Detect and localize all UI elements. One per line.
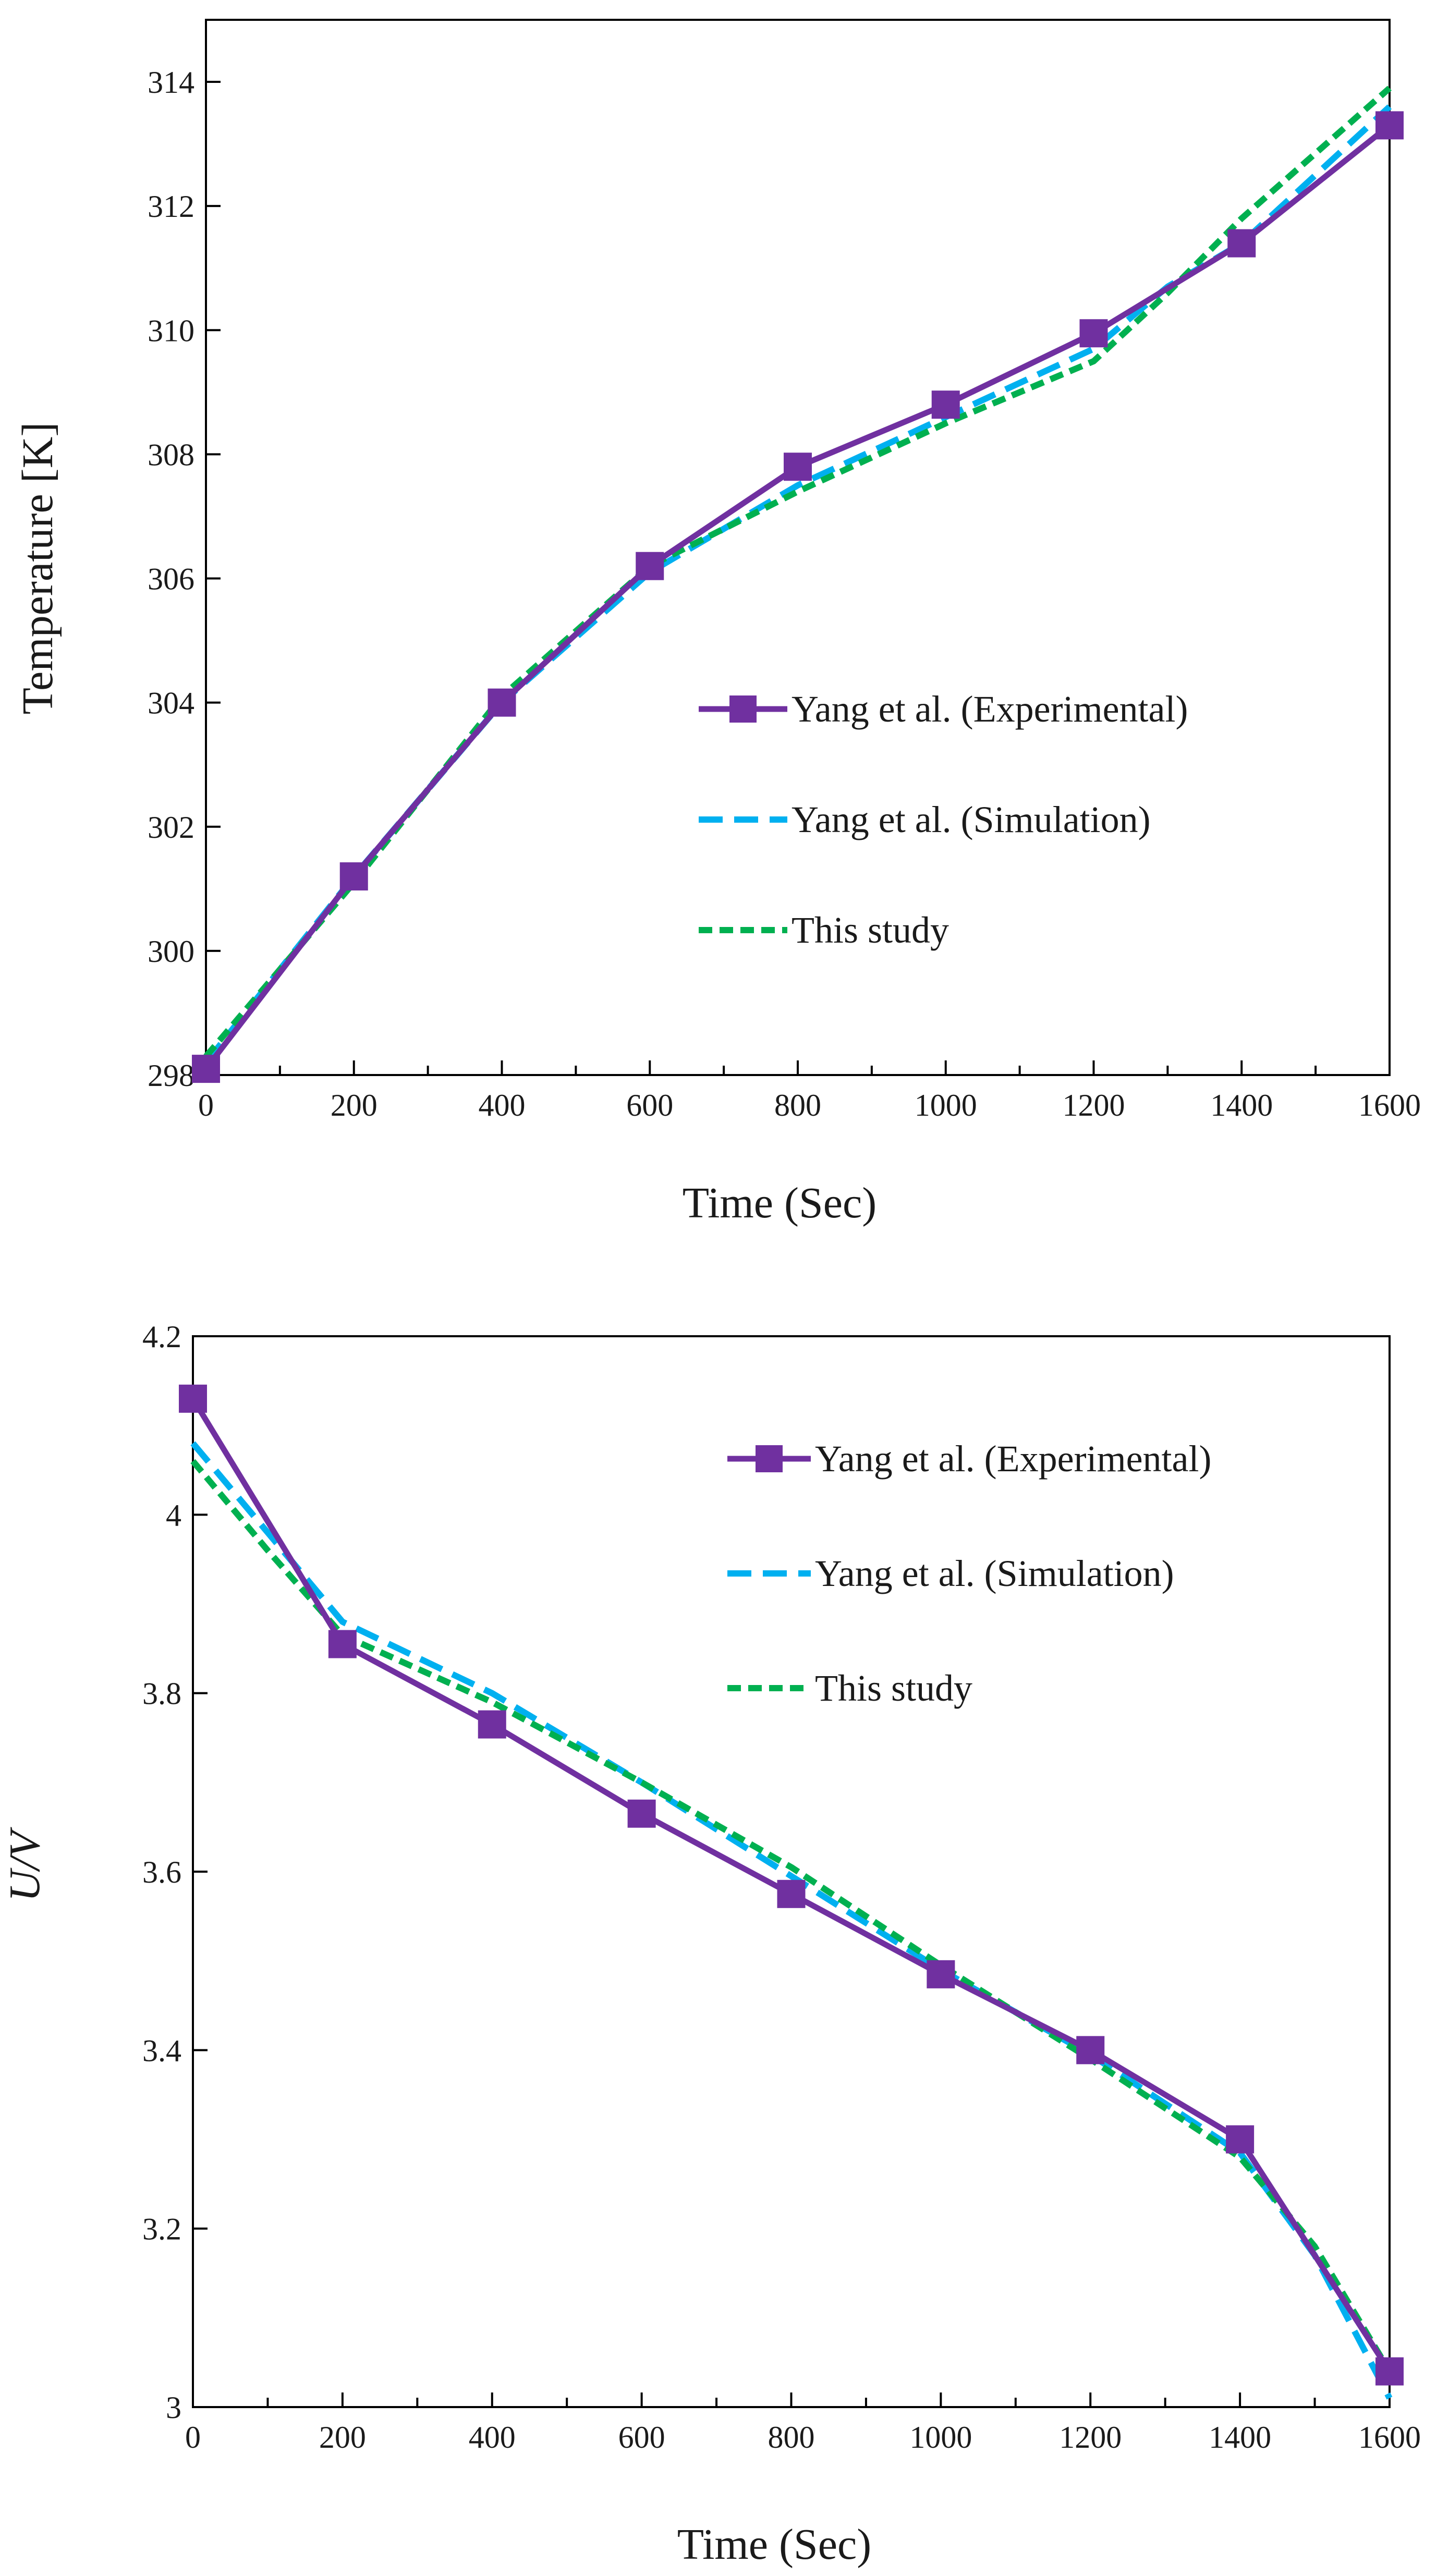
x-tick-label: 800 bbox=[768, 2420, 815, 2455]
legend-marker bbox=[729, 695, 757, 723]
y-axis-title: U/V bbox=[1, 1827, 49, 1902]
y-tick-label: 312 bbox=[148, 189, 194, 224]
x-tick-label: 1400 bbox=[1210, 1088, 1273, 1122]
legend-marker bbox=[756, 1445, 783, 1472]
data-point bbox=[328, 1630, 357, 1658]
x-tick-label: 0 bbox=[198, 1088, 214, 1122]
data-point bbox=[478, 1710, 506, 1739]
y-tick-label: 300 bbox=[148, 934, 194, 969]
y-tick-label: 314 bbox=[148, 65, 194, 100]
data-point bbox=[339, 862, 368, 891]
x-axis-title: Time (Sec) bbox=[683, 1179, 877, 1227]
y-axis-title: Temperature [K] bbox=[14, 422, 62, 715]
data-point bbox=[784, 453, 812, 481]
data-point bbox=[927, 1960, 955, 1988]
chart-area: 0 200 400 600 800 1000 1200 1400 1600 3 3.2 3.4 3.6 3… bbox=[142, 1320, 1421, 2455]
data-point bbox=[636, 552, 664, 580]
x-tick-label: 400 bbox=[479, 1088, 526, 1122]
legend-label: Yang et al. (Experimental) bbox=[792, 688, 1188, 730]
data-point bbox=[1226, 2125, 1255, 2154]
x-tick-label: 800 bbox=[774, 1088, 821, 1122]
y-tick-label: 3.8 bbox=[142, 1677, 181, 1711]
x-tick-label: 600 bbox=[618, 2420, 665, 2455]
x-tick-label: 200 bbox=[319, 2420, 366, 2455]
data-point bbox=[1079, 319, 1108, 348]
x-tick-label: 1200 bbox=[1059, 2420, 1122, 2455]
x-tick-label: 400 bbox=[469, 2420, 516, 2455]
legend-label: This study bbox=[792, 909, 949, 951]
y-tick-label: 3 bbox=[166, 2390, 181, 2425]
x-tick-label: 1600 bbox=[1358, 1088, 1421, 1122]
x-tick-label: 200 bbox=[331, 1088, 378, 1122]
y-tick-label: 4 bbox=[166, 1498, 181, 1532]
y-tick-label: 3.6 bbox=[142, 1855, 181, 1889]
y-tick-label: 298 bbox=[148, 1058, 194, 1093]
y-tick-label: 310 bbox=[148, 313, 194, 348]
data-point bbox=[627, 1799, 656, 1828]
y-tick-label: 4.2 bbox=[142, 1320, 181, 1354]
x-tick-label: 0 bbox=[185, 2420, 201, 2455]
data-point bbox=[192, 1055, 220, 1083]
plot-frame bbox=[192, 1335, 1391, 2408]
y-tick-label: 3.2 bbox=[142, 2212, 181, 2247]
series-line-this-study bbox=[190, 1459, 1393, 2373]
y-tick-label: 3.4 bbox=[142, 2033, 181, 2068]
x-tick-label: 1400 bbox=[1209, 2420, 1271, 2455]
series-line-simulation bbox=[190, 1441, 1393, 2400]
data-point bbox=[179, 1384, 207, 1413]
legend-label: Yang et al. (Simulation) bbox=[815, 1553, 1174, 1594]
y-tick-label: 306 bbox=[148, 562, 194, 596]
y-tick-label: 308 bbox=[148, 437, 194, 472]
chart-area: 0 200 400 600 800 1000 1200 1400 1600 298 300 302 30… bbox=[148, 19, 1421, 1122]
temperature-chart: 0 200 400 600 800 1000 1200 1400 1600 298 300 302 30… bbox=[14, 19, 1421, 1227]
legend-label: Yang et al. (Simulation) bbox=[792, 799, 1151, 840]
voltage-chart: 0 200 400 600 800 1000 1200 1400 1600 3 3.2 3.4 3.6 3… bbox=[1, 1320, 1421, 2569]
x-tick-label: 1600 bbox=[1358, 2420, 1421, 2455]
legend-label: Yang et al. (Experimental) bbox=[815, 1438, 1211, 1480]
x-tick-label: 1200 bbox=[1063, 1088, 1125, 1122]
data-point bbox=[1076, 2036, 1105, 2065]
data-point bbox=[1375, 2357, 1404, 2386]
data-point bbox=[1375, 111, 1404, 140]
x-tick-label: 1000 bbox=[909, 2420, 972, 2455]
legend-label: This study bbox=[815, 1667, 972, 1709]
x-tick-label: 1000 bbox=[915, 1088, 977, 1122]
y-tick-label: 304 bbox=[148, 686, 194, 721]
x-axis-title: Time (Sec) bbox=[677, 2520, 872, 2569]
data-point bbox=[1227, 229, 1256, 258]
y-tick-label: 302 bbox=[148, 810, 194, 845]
data-point bbox=[931, 390, 960, 419]
data-point bbox=[777, 1879, 806, 1908]
x-tick-label: 600 bbox=[626, 1088, 673, 1122]
data-point bbox=[488, 688, 516, 717]
